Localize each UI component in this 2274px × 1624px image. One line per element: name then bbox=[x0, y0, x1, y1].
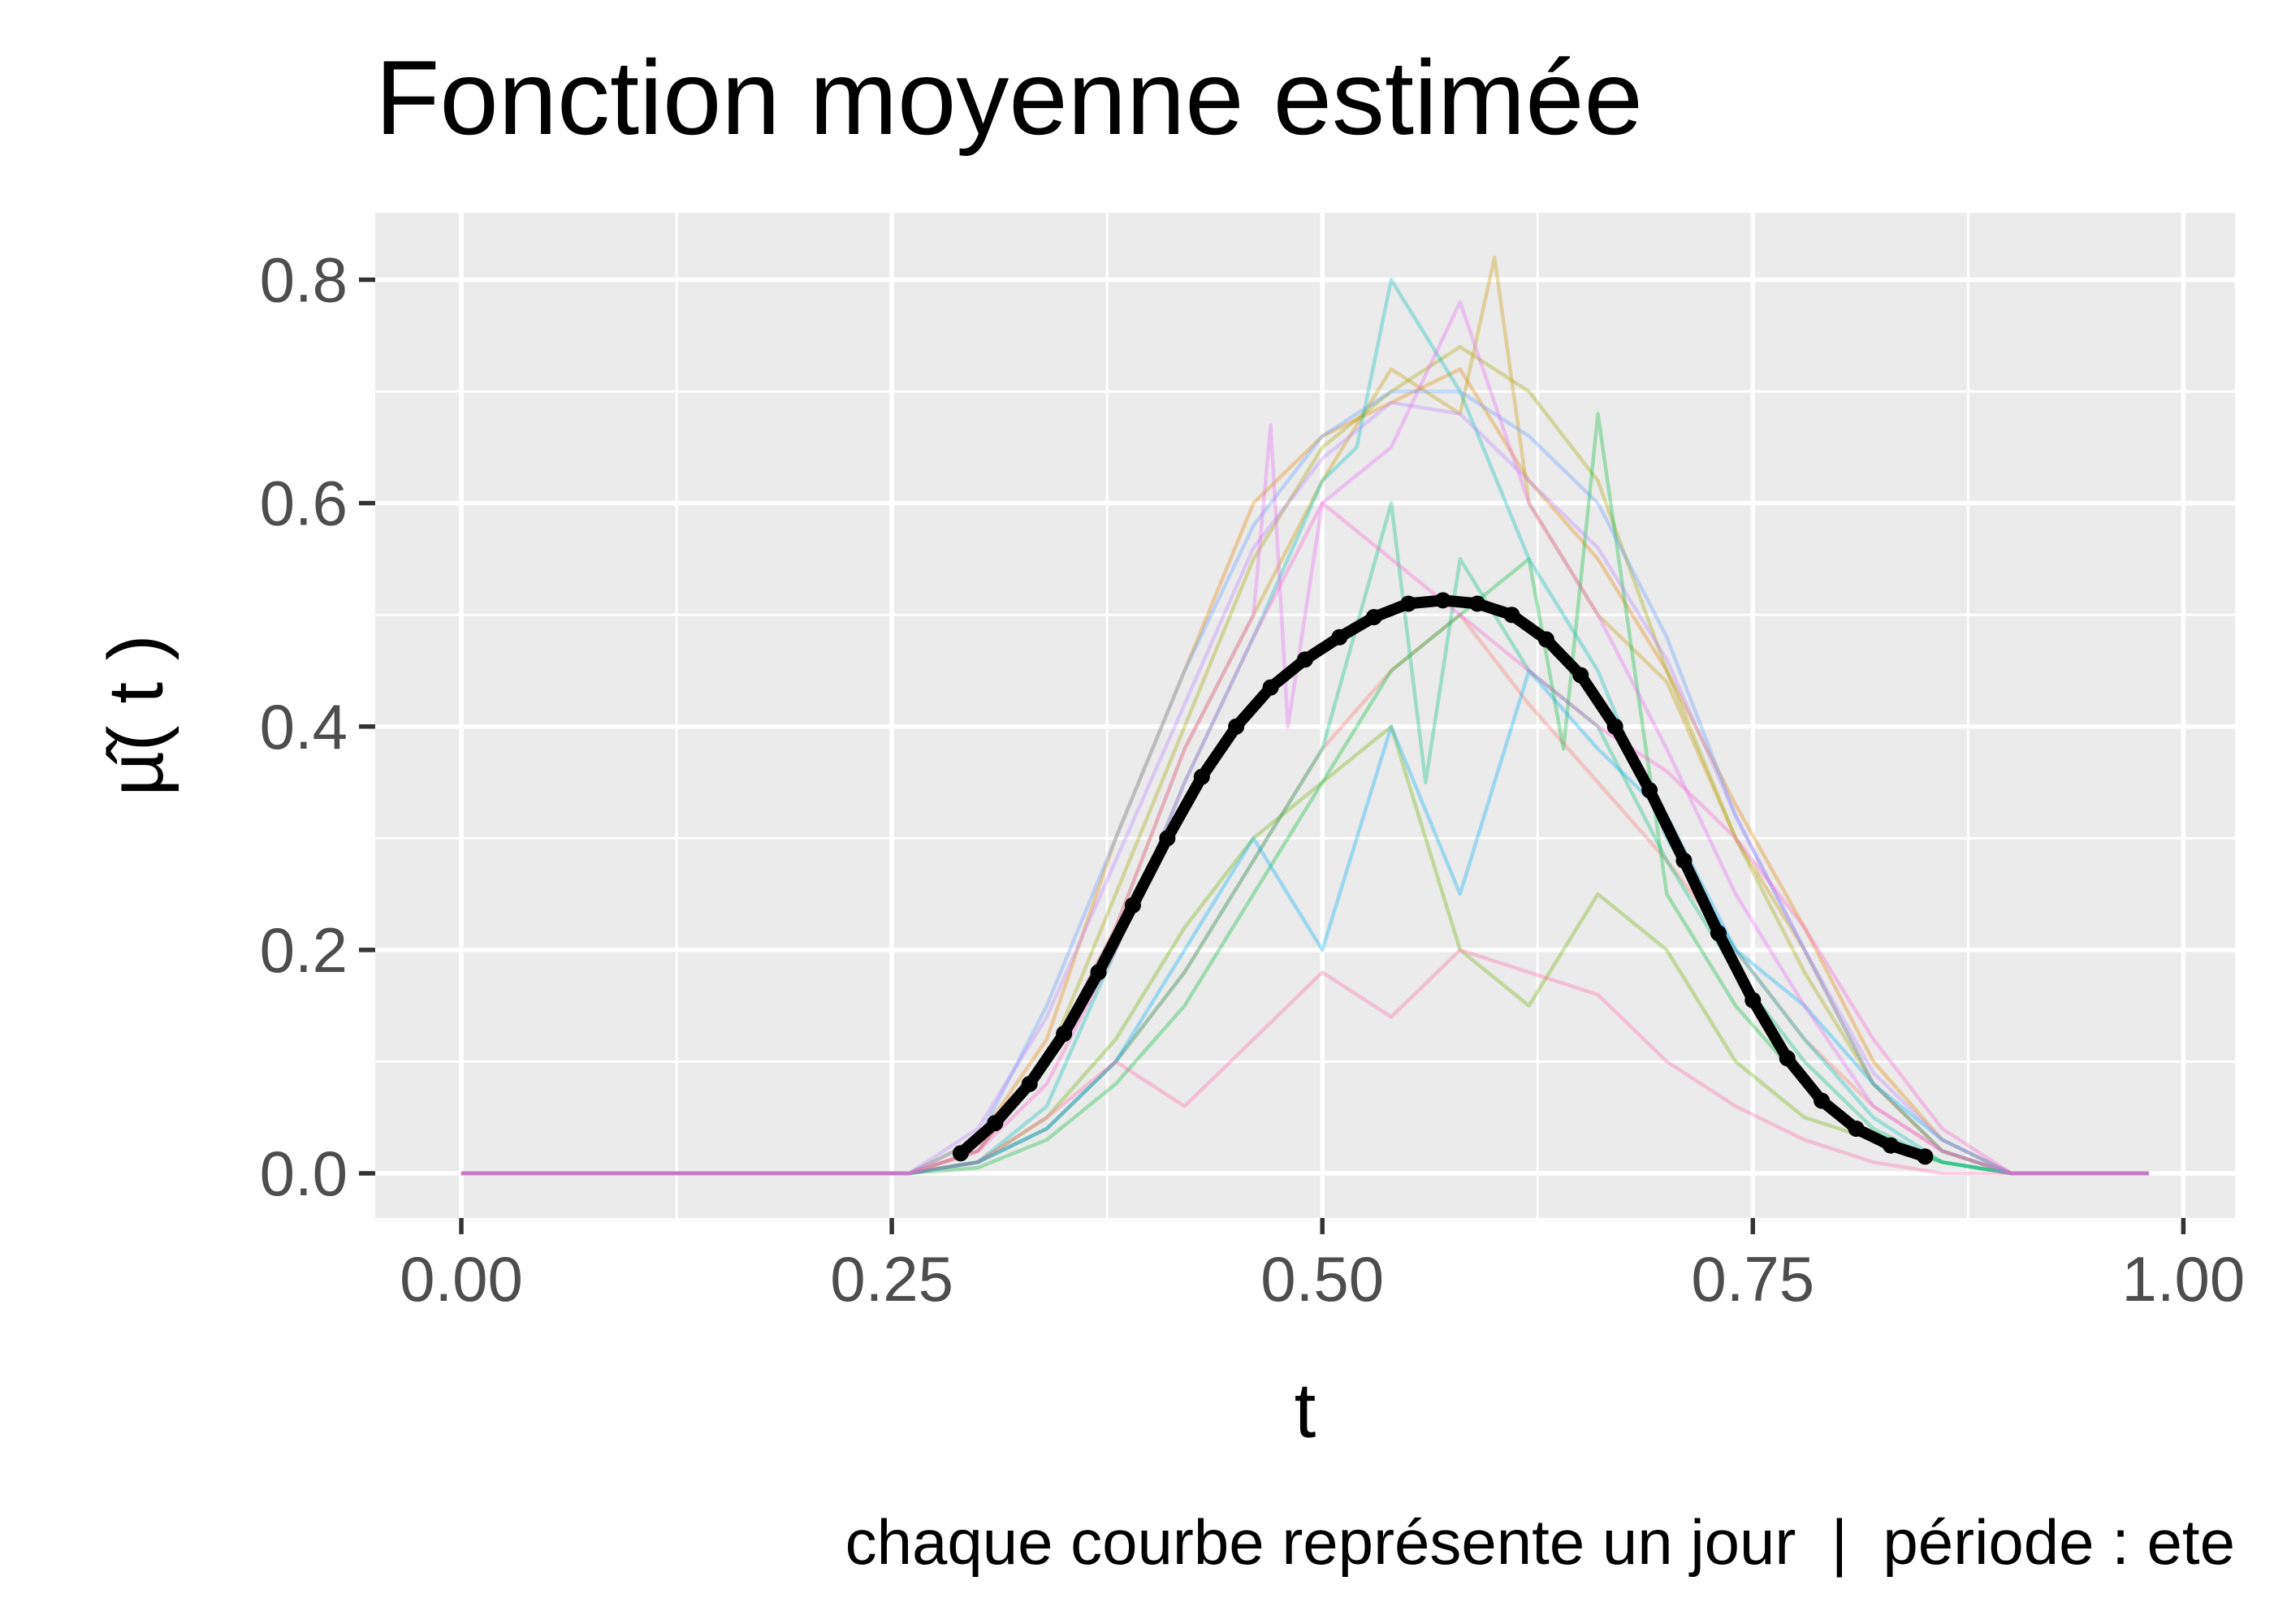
mean-point bbox=[1710, 925, 1727, 942]
mean-point bbox=[1848, 1120, 1865, 1137]
day-curve bbox=[461, 501, 2149, 1176]
day-curve bbox=[461, 948, 2149, 1176]
mean-point bbox=[1297, 651, 1313, 668]
chart-title: Fonction moyenne estimée bbox=[375, 38, 1643, 157]
day-curve bbox=[461, 501, 2149, 1176]
day-curve bbox=[461, 612, 2149, 1176]
y-tick-label: 0.0 bbox=[260, 1138, 348, 1209]
y-tick-label: 0.6 bbox=[260, 468, 348, 539]
x-tick-label: 1.00 bbox=[2121, 1243, 2245, 1315]
mean-point bbox=[1572, 667, 1589, 684]
y-axis-title: µ̂( t ) bbox=[93, 634, 179, 796]
x-axis-title: t bbox=[1295, 1367, 1316, 1454]
x-tick-label: 0.25 bbox=[830, 1243, 953, 1315]
x-tick-label: 0.75 bbox=[1691, 1243, 1814, 1315]
mean-point bbox=[1641, 782, 1658, 799]
y-tick-label: 0.8 bbox=[260, 244, 348, 316]
mean-point bbox=[1917, 1148, 1934, 1165]
mean-point bbox=[1400, 595, 1417, 612]
mean-point bbox=[1056, 1026, 1073, 1043]
y-tick-label: 0.2 bbox=[260, 914, 348, 986]
x-tick-label: 0.00 bbox=[400, 1243, 523, 1315]
mean-point bbox=[1503, 607, 1520, 624]
mean-point bbox=[1090, 964, 1107, 981]
day-curve bbox=[461, 668, 2149, 1176]
mean-point bbox=[987, 1115, 1004, 1132]
mean-point bbox=[1193, 768, 1210, 785]
day-curve bbox=[461, 367, 2149, 1176]
axis-ticks bbox=[359, 277, 2186, 1234]
grid-major-lines bbox=[375, 213, 2235, 1218]
plot-panel bbox=[375, 213, 2235, 1218]
mean-point bbox=[952, 1145, 969, 1162]
mean-point bbox=[1675, 852, 1693, 869]
mean-point bbox=[1228, 718, 1245, 735]
mean-point bbox=[1434, 592, 1451, 609]
day-curve bbox=[461, 389, 2149, 1176]
x-axis-tick-labels: 0.00 0.25 0.50 0.75 1.00 bbox=[400, 1243, 2245, 1315]
y-tick-label: 0.4 bbox=[260, 691, 348, 762]
mean-point bbox=[1159, 830, 1176, 847]
mean-point bbox=[1262, 679, 1279, 696]
mean-point bbox=[1537, 631, 1554, 648]
mean-point bbox=[1365, 608, 1382, 625]
mean-point bbox=[1606, 718, 1623, 735]
mean-point bbox=[1331, 628, 1348, 646]
mean-point bbox=[1469, 595, 1486, 612]
chart-caption: chaque courbe représente un jour | pério… bbox=[845, 1506, 2235, 1578]
mean-point bbox=[1814, 1092, 1831, 1109]
y-axis-tick-labels: 0.0 0.2 0.4 0.6 0.8 bbox=[260, 244, 348, 1209]
grid-minor-lines bbox=[375, 213, 2235, 1218]
day-curve bbox=[461, 400, 2149, 1176]
mean-point bbox=[1021, 1075, 1038, 1092]
mean-point bbox=[1882, 1137, 1899, 1154]
mean-point bbox=[1779, 1050, 1796, 1067]
x-tick-label: 0.50 bbox=[1260, 1243, 1384, 1315]
mean-point bbox=[1124, 896, 1141, 914]
day-curve bbox=[461, 278, 2149, 1176]
mean-point bbox=[1744, 991, 1762, 1009]
mean-curve-layer bbox=[952, 592, 1934, 1165]
